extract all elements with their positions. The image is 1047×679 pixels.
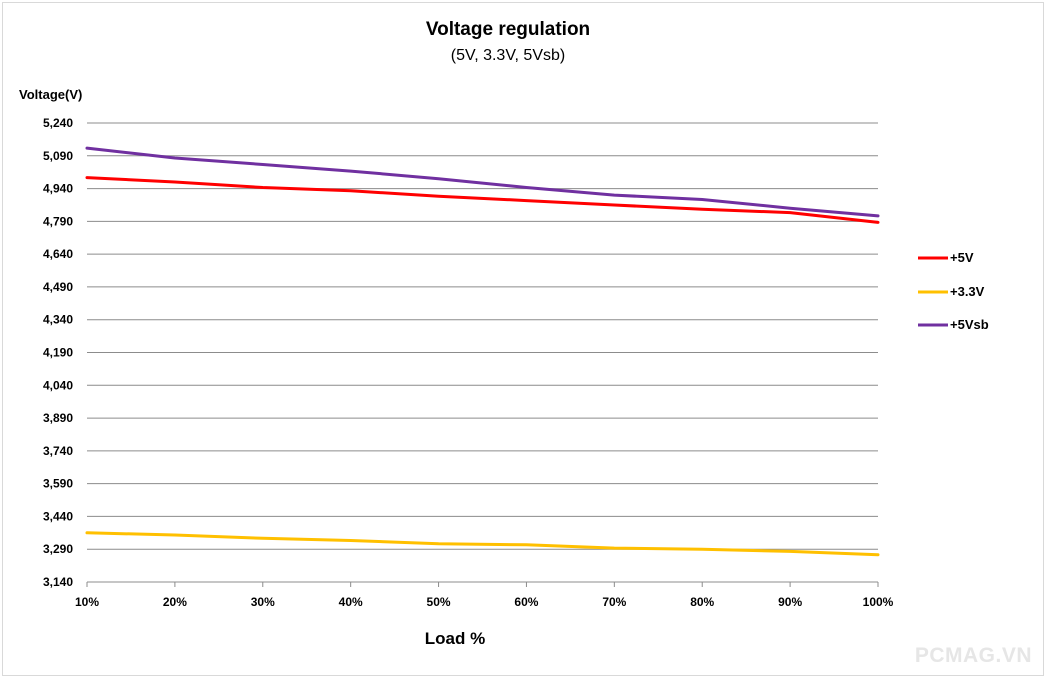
y-tick-label: 3,140 — [43, 575, 73, 589]
x-tick-label: 10% — [75, 595, 99, 609]
axis-ticks: 5,240 5,090 4,940 4,790 4,640 4,490 4,340 4,190… — [43, 116, 894, 609]
y-axis-label: Voltage(V) — [19, 87, 82, 102]
y-tick-label: 4,940 — [43, 182, 73, 196]
y-tick-label: 5,240 — [43, 116, 73, 130]
x-tick-label: 80% — [690, 595, 714, 609]
y-tick-label: 3,740 — [43, 444, 73, 458]
chart-subtitle: (5V, 3.3V, 5Vsb) — [451, 47, 565, 64]
gridlines — [87, 122, 878, 583]
chart-title: Voltage regulation — [426, 19, 590, 40]
series-line — [85, 146, 880, 218]
y-tick-label: 4,490 — [43, 280, 73, 294]
legend-label: +3.3V — [950, 284, 985, 299]
x-tick-label: 40% — [339, 595, 363, 609]
y-tick-label: 3,440 — [43, 509, 73, 523]
y-tick-label: 4,190 — [43, 346, 73, 360]
x-axis-label: Load % — [425, 629, 485, 648]
y-tick-label: 4,040 — [43, 378, 73, 392]
y-tick-label: 3,590 — [43, 477, 73, 491]
y-tick-label: 4,640 — [43, 247, 73, 261]
y-tick-label: 4,340 — [43, 313, 73, 327]
y-tick-label: 5,090 — [43, 149, 73, 163]
y-tick-label: 4,790 — [43, 214, 73, 228]
x-tick-label: 20% — [163, 595, 187, 609]
x-tick-label: 70% — [602, 595, 626, 609]
legend-label: +5Vsb — [950, 317, 989, 332]
series-lines — [85, 146, 880, 557]
legend: +5V +3.3V +5Vsb — [918, 250, 989, 332]
y-tick-label: 3,890 — [43, 411, 73, 425]
x-tick-label: 100% — [863, 595, 894, 609]
series-line — [85, 176, 880, 224]
x-tick-label: 60% — [514, 595, 538, 609]
x-tick-label: 50% — [427, 595, 451, 609]
y-tick-label: 3,290 — [43, 542, 73, 556]
x-tick-label: 30% — [251, 595, 275, 609]
legend-label: +5V — [950, 250, 974, 265]
x-tick-label: 90% — [778, 595, 802, 609]
watermark-text: PCMAG.VN — [915, 644, 1032, 667]
series-line — [85, 531, 880, 557]
